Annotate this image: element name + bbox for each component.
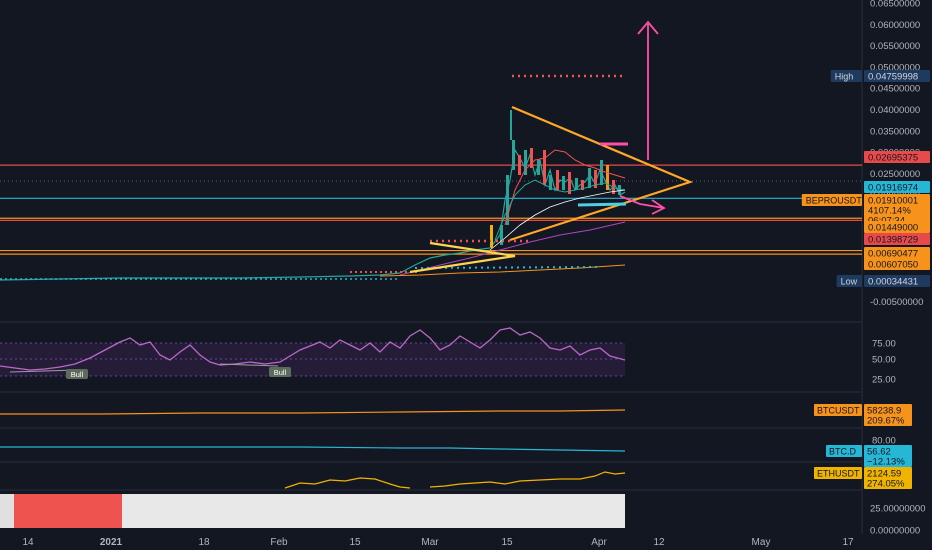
y-tick-label: 0.05000000 <box>870 62 920 73</box>
rsi-tick-label: 75.00 <box>872 339 896 350</box>
price-label: 0.00607050 <box>864 258 930 271</box>
bottom-bar-light-left <box>0 494 14 528</box>
bull-label-2: Bull <box>269 367 291 377</box>
bull-label-text: Bull <box>71 370 84 379</box>
y-tick-label: 0.03500000 <box>870 126 920 137</box>
ma-orange-line <box>379 264 626 277</box>
bottom-tick-label: 0.00000000 <box>870 526 920 537</box>
indicator-change: 209.67% <box>867 416 905 427</box>
symmetrical-triangle <box>509 105 694 242</box>
x-tick-label: 17 <box>842 537 854 548</box>
indicator-label: BTC.D 56.62−12.13% <box>826 445 912 468</box>
y-tick-label: 0.05500000 <box>870 41 920 52</box>
cyan-dotted-marker <box>414 266 601 269</box>
ma-white-line <box>489 189 626 251</box>
candles <box>490 110 621 247</box>
indicator-name: ETHUSDT <box>817 469 860 479</box>
price-label-value: 0.00690477 <box>868 249 918 260</box>
price-label: 0.01398729 <box>864 233 930 246</box>
price-label-name: High <box>835 72 854 82</box>
x-tick-label: 2021 <box>100 537 123 548</box>
price-labels: High 0.04759998 0.02695375 0.01916974 BEPROU… <box>801 70 930 288</box>
x-tick-label: 12 <box>653 537 665 548</box>
price-label: Low 0.00034431 <box>836 275 930 288</box>
x-tick-label: 15 <box>501 537 513 548</box>
indicator-value: 56.62 <box>867 447 891 458</box>
bottom-bar-red <box>14 494 122 528</box>
x-tick-label: Feb <box>270 537 288 548</box>
price-label-name: Low <box>841 277 858 287</box>
bull-divergence-line <box>219 363 279 367</box>
rsi-line <box>0 327 626 371</box>
y-tick-label: 0.06500000 <box>870 0 920 10</box>
rsi-band <box>0 343 625 376</box>
btcd-line <box>0 446 626 452</box>
indicator-value: 58238.9 <box>867 406 901 417</box>
btcusdt-line <box>0 409 626 415</box>
y-tick-label: 0.06000000 <box>870 20 920 31</box>
ma-purple-line <box>399 221 626 276</box>
price-label-value: 0.01449000 <box>868 223 918 234</box>
x-tick-label: 18 <box>198 537 210 548</box>
price-label-sub: 4107.14% <box>868 206 911 217</box>
cyan-support-mark <box>577 202 627 207</box>
indicator-value: 2124.59 <box>867 469 901 480</box>
price-label: 0.01449000 <box>864 221 930 234</box>
x-tick-label: 15 <box>349 537 361 548</box>
pullback-arrow-head <box>651 199 666 215</box>
price-label-value: 0.01910001 <box>868 196 918 207</box>
indicator-change: −12.13% <box>867 457 905 468</box>
price-label: 0.02695375 <box>864 151 930 164</box>
ethusdt-line <box>284 477 411 489</box>
bottom-bar-light <box>122 494 625 528</box>
y-tick-label: 0.04000000 <box>870 105 920 116</box>
y-tick-label: -0.00500000 <box>870 297 923 308</box>
price-label-value: 0.02695375 <box>868 153 918 164</box>
y-tick-label: 0.04500000 <box>870 84 920 95</box>
indicator-change: 274.05% <box>867 479 905 490</box>
price-label: 0.00690477 <box>864 247 930 260</box>
bottom-tick-label: 25.00000000 <box>870 504 925 515</box>
y-tick-label: 0.02500000 <box>870 169 920 180</box>
time-axis: 14 2021 18 Feb 15 Mar 15 Apr 12 May 17 <box>22 537 854 548</box>
x-tick-label: 14 <box>22 537 34 548</box>
indicator-name: BTCUSDT <box>817 406 860 416</box>
indicator-name: BTC.D <box>829 447 857 457</box>
small-triangle <box>409 241 516 274</box>
x-tick-label: May <box>752 537 771 548</box>
price-label: High 0.04759998 <box>830 70 930 83</box>
price-label-value: 0.00607050 <box>868 260 918 271</box>
bull-label-text: Bull <box>274 368 287 377</box>
x-tick-label: Apr <box>591 537 607 548</box>
x-tick-label: Mar <box>421 537 439 548</box>
ma-green-line <box>494 179 626 241</box>
price-label-value: 0.00034431 <box>868 277 918 288</box>
horizontal-levels <box>0 164 862 255</box>
pullback-arrow <box>619 195 665 209</box>
price-label-value: 0.01916974 <box>868 183 918 194</box>
bull-label-1: Bull <box>66 369 88 379</box>
price-label-value: 0.04759998 <box>868 72 918 83</box>
btcd-tick-label: 80.00 <box>872 436 896 447</box>
rsi-tick-label: 25.00 <box>872 375 896 386</box>
ma-red-line <box>504 149 626 226</box>
target-arrow-up-head <box>637 20 659 35</box>
rsi-tick-label: 50.00 <box>872 355 896 366</box>
price-label-name: BEPROUSDT <box>806 196 863 206</box>
price-label-value: 0.01398729 <box>868 235 918 246</box>
price-label: 0.01916974 <box>864 181 930 194</box>
ethusdt-line-2 <box>429 471 626 488</box>
